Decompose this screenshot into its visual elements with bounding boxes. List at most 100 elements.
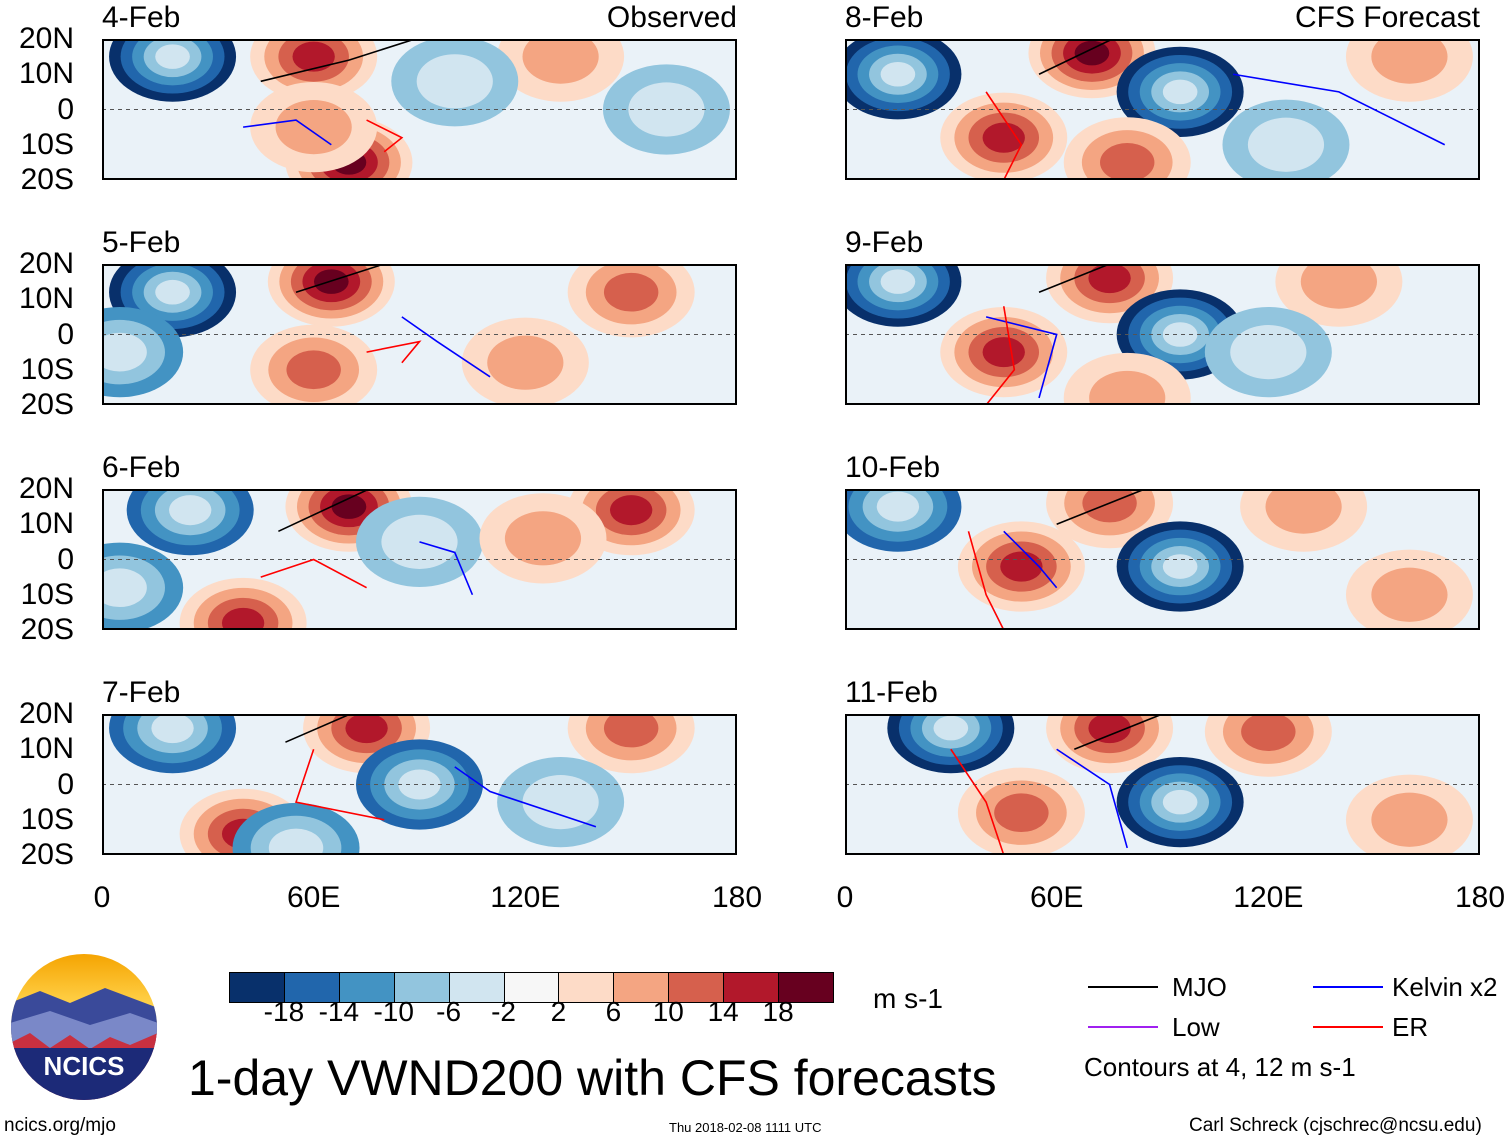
anomaly-level xyxy=(504,511,582,566)
kelvin-contour xyxy=(985,316,1058,399)
negative-anomaly xyxy=(102,307,184,398)
y-tick-label: 0 xyxy=(57,767,74,801)
panel-frame xyxy=(845,264,1480,405)
y-tick-label: 20N xyxy=(18,472,74,505)
negative-anomaly xyxy=(232,802,360,855)
negative-anomaly xyxy=(1116,757,1244,848)
positive-anomaly xyxy=(567,264,695,338)
positive-anomaly xyxy=(1275,264,1403,327)
positive-anomaly xyxy=(267,264,395,327)
map-panel xyxy=(845,264,1480,405)
negative-anomaly xyxy=(391,39,519,127)
er-contour xyxy=(366,119,404,153)
er-contour xyxy=(985,306,1016,405)
panel-date: 11-Feb xyxy=(845,676,938,709)
anomaly-level xyxy=(268,828,324,855)
negative-anomaly xyxy=(1222,99,1350,180)
anomaly-level xyxy=(1088,714,1131,744)
negative-anomaly xyxy=(887,714,1015,774)
positive-anomaly xyxy=(250,324,378,405)
anomaly-level xyxy=(994,793,1049,833)
anomaly-level xyxy=(1074,40,1110,66)
positive-anomaly xyxy=(1063,117,1191,180)
kelvin-contour xyxy=(1056,748,1128,849)
er-contour xyxy=(294,748,385,821)
x-tick-label: 180 xyxy=(711,881,763,914)
anomaly-level xyxy=(522,39,599,84)
negative-anomaly xyxy=(1116,46,1244,137)
panel-label: CFS Forecast xyxy=(1294,1,1480,34)
y-tick-label: 10S xyxy=(20,577,74,611)
panel-frame xyxy=(102,264,737,405)
y-tick-label: 20S xyxy=(20,388,74,421)
anomaly-level xyxy=(1371,567,1448,622)
kelvin-contour xyxy=(401,316,491,378)
colorbar-tick-label: -10 xyxy=(373,996,414,1027)
anomaly-level xyxy=(398,769,441,800)
panel-date: 7-Feb xyxy=(102,676,181,709)
kelvin-contour xyxy=(1232,73,1446,146)
anomaly-level xyxy=(1162,322,1198,347)
positive-anomaly xyxy=(250,82,378,173)
anomaly-level xyxy=(880,269,916,294)
legend-swatch-low xyxy=(1088,1026,1158,1028)
colorbar-tick-label: -14 xyxy=(318,996,360,1027)
legend-label-er: ER xyxy=(1392,1012,1429,1042)
y-tick-label: 10S xyxy=(20,802,74,836)
anomaly-level xyxy=(286,350,341,390)
x-tick-label: 60E xyxy=(1029,881,1084,914)
anomaly-level xyxy=(610,495,653,526)
units-label: m s-1 xyxy=(873,983,943,1014)
colorbar-swatch xyxy=(668,972,725,1003)
kelvin-contour xyxy=(454,766,597,828)
colorbar-swatch xyxy=(448,972,505,1003)
colorbar-tick-label: 14 xyxy=(707,996,739,1027)
colorbar-swatch xyxy=(338,972,395,1003)
anomaly-level xyxy=(331,494,367,519)
negative-anomaly xyxy=(109,714,237,774)
legend-swatch-mjo xyxy=(1088,986,1158,988)
colorbar-swatch xyxy=(558,972,615,1003)
anomaly-level xyxy=(1088,264,1131,294)
y-tick-label: 0 xyxy=(57,542,74,576)
anomaly-level xyxy=(1000,551,1043,582)
positive-anomaly xyxy=(940,92,1068,180)
colorbar-swatch xyxy=(613,972,670,1003)
negative-anomaly xyxy=(845,39,962,120)
negative-anomaly xyxy=(1116,521,1244,612)
anomaly-level xyxy=(628,82,705,137)
legend-label-kelvin: Kelvin x2 xyxy=(1392,972,1498,1002)
kelvin-contour xyxy=(243,119,332,146)
logo-text: NCICS xyxy=(44,1051,125,1081)
anomaly-level xyxy=(1371,792,1448,847)
anomaly-level xyxy=(1371,39,1448,84)
anomaly-level xyxy=(1247,117,1325,172)
positive-anomaly xyxy=(497,39,625,102)
y-tick-label: 0 xyxy=(57,92,74,126)
anomaly-level xyxy=(603,714,659,748)
x-tick-label: 120E xyxy=(1233,881,1304,914)
legend-swatch-kelvin xyxy=(1313,986,1383,988)
footer-timestamp: Thu 2018-02-08 1111 UTC xyxy=(669,1120,822,1135)
er-contour xyxy=(967,531,1005,630)
panel-date: 10-Feb xyxy=(845,451,941,484)
footer-url[interactable]: ncics.org/mjo xyxy=(4,1115,116,1136)
panel-date: 5-Feb xyxy=(102,226,181,259)
anomaly-level xyxy=(102,332,147,372)
positive-anomaly xyxy=(1063,352,1191,405)
anomaly-level xyxy=(982,122,1025,153)
positive-anomaly xyxy=(1345,774,1473,855)
anomaly-level xyxy=(1241,714,1296,751)
positive-anomaly xyxy=(1204,714,1332,777)
anomaly-level xyxy=(1230,325,1307,380)
y-tick-label: 10S xyxy=(20,352,74,386)
anomaly-level xyxy=(982,337,1025,368)
anomaly-level xyxy=(522,775,599,830)
panel-date: 8-Feb xyxy=(845,1,924,34)
negative-anomaly xyxy=(1204,307,1332,398)
contour-note: Contours at 4, 12 m s-1 xyxy=(1084,1052,1356,1082)
mjo-contour xyxy=(1056,489,1148,525)
x-tick-label: 120E xyxy=(490,881,561,914)
map-panel xyxy=(102,489,737,630)
panel-frame xyxy=(845,714,1480,855)
